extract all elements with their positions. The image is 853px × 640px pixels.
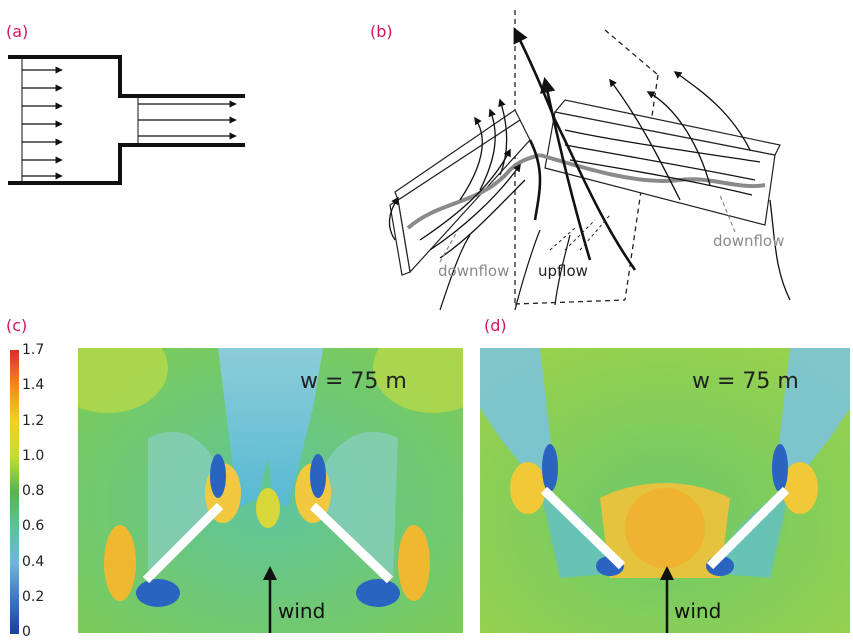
velocity-field-d: w = 75 m wind: [480, 348, 850, 633]
wind-label-d: wind: [674, 599, 721, 623]
panel-label-c: (c): [6, 316, 28, 335]
downflow-leaders: [439, 194, 736, 263]
colorbar-tick-label: 0.6: [22, 518, 45, 535]
colorbar-tick-label: 0.8: [22, 483, 45, 499]
right-building-block: [544, 99, 781, 226]
panel-label-d: (d): [484, 316, 507, 335]
upflow-leaders: [549, 214, 611, 251]
colorbar-tick-label: 1.7: [22, 342, 45, 358]
colorbar-tick-label: 0.4: [22, 553, 45, 570]
barrier-left-c: [142, 502, 224, 584]
wind-arrow-d-head: [660, 566, 674, 580]
barrier-right-d: [706, 486, 790, 570]
colorbar-tick-label: 1.4: [22, 377, 45, 394]
contraction-diagram: [8, 55, 245, 185]
channel-wall-top: [8, 55, 245, 98]
downflow-label-right: downflow: [713, 232, 784, 250]
panel-label-b: (b): [370, 22, 393, 41]
colorbar-tick-label: 1.0: [22, 447, 45, 464]
width-label-c: w = 75 m: [300, 369, 407, 394]
central-upflow-lines: [513, 27, 637, 271]
upflow-label: upflow: [538, 262, 588, 280]
barrier-right-c: [309, 502, 394, 584]
barrier-left-d: [540, 486, 626, 570]
panel-label-a: (a): [6, 22, 29, 41]
left-building-block: [389, 109, 531, 276]
colorbar-tick-label: 0: [22, 624, 31, 640]
velocity-field-c: w = 75 m wind: [78, 348, 463, 633]
left-streamlines: [388, 98, 526, 259]
colorbar: [10, 350, 19, 634]
channel-wall-bottom: [8, 143, 245, 185]
flow-sketch: downflow upflow downflow: [388, 10, 791, 311]
downflow-label-left: downflow: [438, 262, 509, 280]
velocity-arrows-wide: [22, 66, 63, 180]
approach-streamlines: [439, 229, 571, 311]
velocity-arrows-narrow: [138, 100, 237, 140]
width-label-d: w = 75 m: [692, 369, 799, 394]
wind-label-c: wind: [278, 599, 325, 623]
right-streamlines: [564, 71, 791, 301]
colorbar-tick-label: 1.2: [22, 412, 45, 429]
wind-arrow-c-head: [263, 566, 277, 580]
gray-downflow-lines: [406, 153, 766, 230]
colorbar-tick-label: 0.2: [22, 588, 45, 605]
